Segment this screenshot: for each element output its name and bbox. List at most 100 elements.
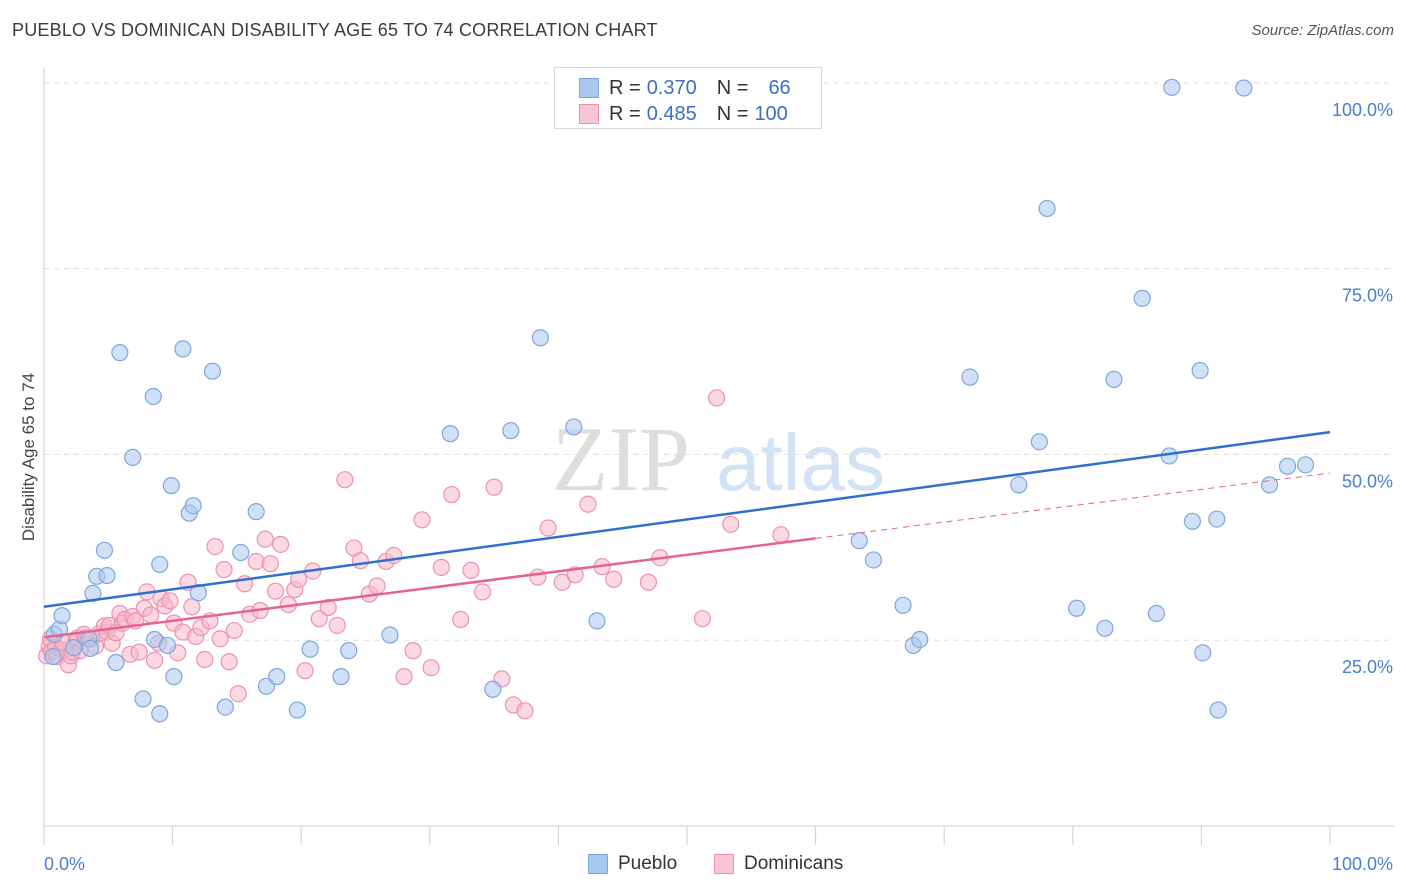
pueblo-point [158, 636, 177, 655]
dominican-point [310, 610, 328, 628]
dominican-point [639, 573, 658, 591]
pueblo-r-label: R = [609, 76, 641, 99]
pueblo-point [203, 362, 222, 380]
pueblo-n-label: N = [716, 76, 749, 99]
legend-item-pueblo[interactable]: Pueblo [588, 852, 677, 876]
dominican-point [368, 577, 386, 595]
dominican-point [707, 389, 726, 407]
y-axis-label: Disability Age 65 to 74 [19, 373, 38, 541]
y-tick-label-50: 50.0% [1342, 471, 1393, 491]
pueblo-legend-swatch [588, 854, 608, 874]
legend-row-dominicans: R = 0.485 N = 100 [579, 102, 788, 126]
pueblo-point [1163, 78, 1181, 96]
dominican-trend-extension [815, 472, 1331, 539]
dominican-point [142, 606, 160, 624]
dominican-point [351, 552, 369, 570]
y-tick-label-75: 75.0% [1342, 286, 1393, 306]
pueblo-point [44, 647, 62, 666]
dominican-point [225, 621, 243, 640]
pueblo-point [174, 340, 192, 358]
axes [43, 68, 1394, 827]
dominican-point [693, 610, 712, 628]
dominican-swatch [579, 104, 599, 124]
pueblo-point [340, 642, 358, 660]
dominican-point [452, 610, 470, 629]
dominican-point [220, 653, 238, 671]
pueblo-point [1183, 512, 1201, 530]
pueblo-point [165, 668, 183, 686]
pueblo-point [216, 698, 234, 716]
pueblo-point [162, 477, 180, 495]
pueblo-point [864, 551, 883, 569]
dominican-point [215, 561, 233, 579]
legend-item-dominicans[interactable]: Dominicans [714, 852, 843, 876]
dominican-point [462, 561, 480, 579]
pueblo-point [111, 344, 129, 362]
pueblo-point [53, 607, 71, 625]
dominican-point [539, 519, 557, 537]
pueblo-point [107, 653, 125, 672]
pueblo-point [151, 705, 169, 723]
source-credit: Source: ZipAtlas.com [1251, 22, 1394, 39]
dominican-point [485, 478, 503, 496]
dominican-point [272, 535, 290, 553]
y-tick-label-100: 100.0% [1332, 100, 1393, 120]
y-tick-label-25: 25.0% [1342, 657, 1393, 677]
dominican-point [516, 702, 534, 720]
pueblo-point [151, 555, 169, 574]
axis-labels: 0.0% 100.0% Disability Age 65 to 74 25.0… [19, 100, 1393, 874]
pueblo-point [1030, 433, 1048, 451]
dominican-n-label: N = [716, 102, 749, 125]
pueblo-point [1208, 510, 1226, 528]
pueblo-point [850, 532, 868, 550]
dominican-point [772, 526, 790, 544]
dominican-point [473, 583, 492, 601]
dominican-point [404, 642, 422, 660]
legend-row-pueblo: R = 0.370 N = 66 [579, 76, 791, 100]
pueblo-point [1096, 619, 1114, 637]
watermark: ZIP atlas [552, 408, 885, 510]
dominican-point [336, 471, 354, 489]
dominican-point [413, 511, 431, 529]
pueblo-point [1038, 199, 1056, 218]
pueblo-point [1209, 701, 1227, 719]
dominican-point [145, 651, 164, 669]
dominican-point [196, 650, 214, 669]
dominican-point [161, 592, 179, 610]
pueblo-point [1191, 361, 1209, 380]
dominican-n-value: 100 [754, 102, 788, 125]
dominican-point [443, 485, 461, 504]
dominican-point [605, 570, 623, 588]
pueblo-point [144, 387, 162, 406]
watermark-atlas: atlas [716, 418, 885, 507]
dominican-point [529, 568, 547, 586]
pueblo-n-value: 66 [768, 76, 791, 99]
pueblo-point [1296, 456, 1315, 474]
pueblo-point [484, 680, 502, 698]
pueblo-point [1105, 370, 1123, 388]
pueblo-point [381, 626, 399, 644]
pueblo-point [588, 612, 606, 630]
dominican-point [422, 659, 440, 677]
pueblo-point [1010, 476, 1028, 494]
dominican-point [579, 495, 597, 513]
dominican-legend-swatch [714, 854, 734, 874]
pueblo-point [502, 422, 520, 440]
dominican-r-label: R = [609, 102, 641, 125]
pueblo-swatch [579, 78, 599, 98]
pueblo-point [1260, 476, 1279, 494]
dominican-trend-line [43, 537, 816, 639]
pueblo-point [565, 418, 583, 436]
dominican-point [319, 598, 337, 617]
pueblo-point [98, 566, 116, 585]
dominican-point [256, 530, 274, 548]
x-tick-label-right: 100.0% [1332, 854, 1393, 874]
pueblo-point [1068, 599, 1086, 617]
pueblo-point [268, 668, 286, 686]
pueblo-point [441, 425, 459, 443]
dominican-point [261, 555, 279, 573]
pueblo-point [64, 639, 83, 657]
pueblo-point [288, 701, 306, 719]
dominican-point [553, 573, 571, 591]
